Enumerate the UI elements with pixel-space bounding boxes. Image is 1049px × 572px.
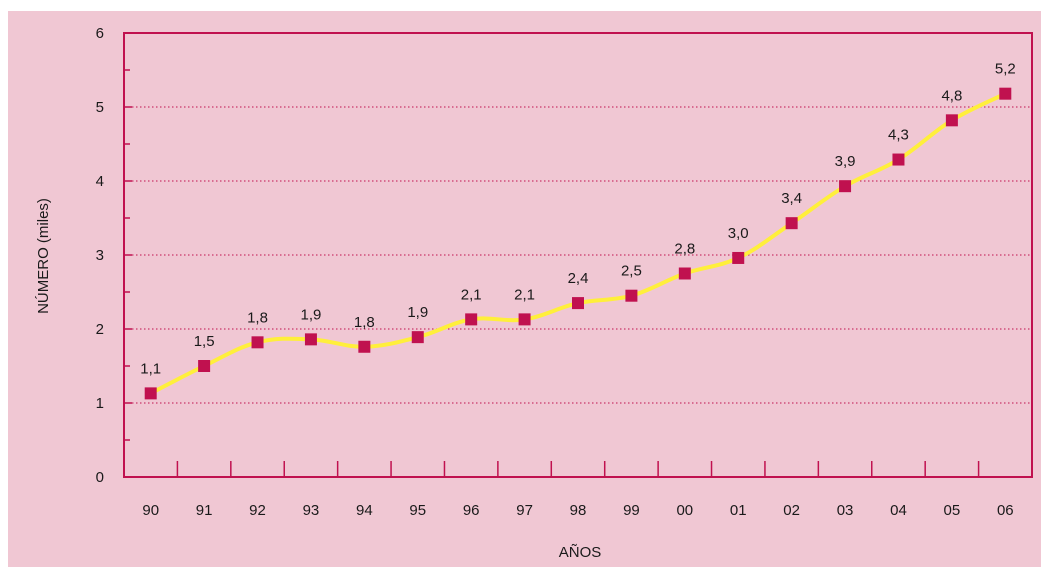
x-axis-title: AÑOS (559, 544, 602, 561)
y-tick-label-2: 2 (96, 321, 104, 338)
data-label-03: 3,9 (835, 153, 856, 170)
data-label-93: 1,9 (301, 306, 322, 323)
data-label-06: 5,2 (995, 61, 1016, 78)
data-label-98: 2,4 (568, 270, 589, 287)
data-point-93 (304, 333, 317, 346)
data-point-94 (358, 340, 371, 353)
data-label-00: 2,8 (674, 241, 695, 258)
x-tick-label-98: 98 (570, 502, 587, 519)
data-point-90 (144, 387, 157, 400)
data-point-91 (198, 360, 211, 372)
marker-layer (144, 87, 1012, 400)
x-tick-label-91: 91 (196, 502, 213, 519)
data-label-92: 1,8 (247, 309, 268, 326)
series-line-layer (148, 91, 1008, 396)
x-tick-label-92: 92 (249, 502, 266, 519)
data-label-02: 3,4 (781, 190, 802, 207)
data-label-05: 4,8 (941, 87, 962, 104)
x-tick-label-90: 90 (142, 502, 159, 519)
x-tick-label-01: 01 (730, 502, 747, 519)
data-label-94: 1,8 (354, 314, 375, 331)
data-point-99 (625, 289, 638, 302)
y-tick-label-5: 5 (96, 99, 104, 116)
data-point-97 (518, 313, 531, 326)
chart-panel (8, 11, 1041, 567)
x-tick-label-93: 93 (303, 502, 320, 519)
data-point-01 (732, 251, 745, 264)
y-tick-label-6: 6 (96, 25, 104, 42)
data-point-03 (839, 180, 852, 193)
data-point-95 (411, 331, 424, 344)
x-tick-label-02: 02 (783, 502, 800, 519)
series-line (148, 91, 1008, 396)
y-tick-label-4: 4 (96, 173, 104, 190)
data-label-97: 2,1 (514, 286, 535, 303)
y-tick-label-1: 1 (96, 395, 104, 412)
x-tick-label-97: 97 (516, 502, 533, 519)
x-tick-label-99: 99 (623, 502, 640, 519)
label-layer: 1,1 1,5 1,8 1,9 1,8 1,9 2,1 2,1 2,4 2,5 2,8 3,0 3,4 3… (140, 61, 1015, 378)
x-tick-label-03: 03 (837, 502, 854, 519)
data-label-99: 2,5 (621, 263, 642, 280)
y-tick-label-0: 0 (96, 469, 104, 486)
data-label-91: 1,5 (194, 333, 215, 350)
gridlines (124, 106, 1032, 404)
y-tick-label-3: 3 (96, 247, 104, 264)
x-tick-label-05: 05 (944, 502, 961, 519)
x-tick-label-95: 95 (409, 502, 426, 519)
data-point-96 (465, 313, 478, 326)
data-point-00 (678, 267, 691, 280)
data-label-96: 2,1 (461, 286, 482, 303)
x-tick-label-00: 00 (676, 502, 693, 519)
data-point-98 (572, 297, 584, 310)
data-label-04: 4,3 (888, 127, 909, 144)
x-tick-label-06: 06 (997, 502, 1014, 519)
data-point-05 (945, 114, 958, 127)
x-tick-label-96: 96 (463, 502, 480, 519)
y-axis-title: NÚMERO (miles) (35, 198, 52, 314)
data-label-95: 1,9 (407, 304, 428, 321)
x-tick-label-94: 94 (356, 502, 373, 519)
data-point-04 (892, 153, 905, 166)
data-point-92 (251, 336, 264, 349)
data-label-01: 3,0 (728, 225, 749, 242)
data-label-90: 1,1 (140, 360, 161, 377)
data-point-02 (785, 217, 798, 230)
x-tick-label-04: 04 (890, 502, 907, 519)
data-point-06 (999, 87, 1012, 100)
